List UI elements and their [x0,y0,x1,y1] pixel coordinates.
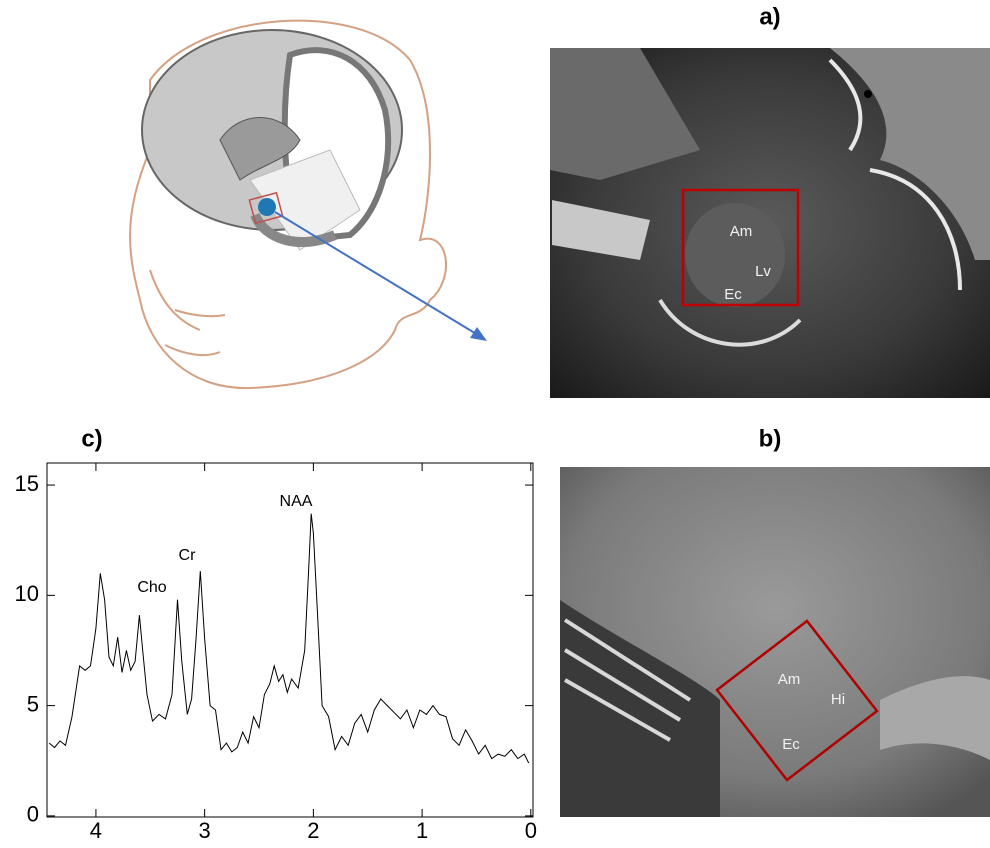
region-label: Lv [755,263,771,280]
panel-label: b) [759,425,782,452]
panel-label: a) [759,3,780,30]
mri-image-b [560,467,990,817]
region-label: Am [778,671,801,688]
x-tick-label: 0 [525,818,537,843]
y-tick-label: 0 [27,802,39,827]
y-tick-label: 5 [27,691,39,716]
panel-label: c) [81,425,102,452]
region-label: Hi [831,691,845,708]
x-tick-label: 4 [90,818,102,843]
peak-label: Cho [137,579,166,596]
y-tick-label: 10 [15,581,39,606]
x-tick-label: 1 [416,818,428,843]
mri-image-a [550,48,990,398]
spectrum-line [49,514,529,763]
figure: a) b) c) Am Lv Ec Am Hi Ec Cho Cr NAA 0 5… [0,0,990,843]
region-label: Ec [782,736,800,753]
region-label: Am [730,223,753,240]
y-tick-label: 15 [15,471,39,496]
x-tick-label: 3 [199,818,211,843]
peak-label: NAA [280,493,313,510]
x-tick-label: 2 [307,818,319,843]
region-label: Ec [724,286,742,303]
head-illustration [130,21,487,388]
peak-label: Cr [179,547,197,564]
plot-frame [47,463,533,817]
